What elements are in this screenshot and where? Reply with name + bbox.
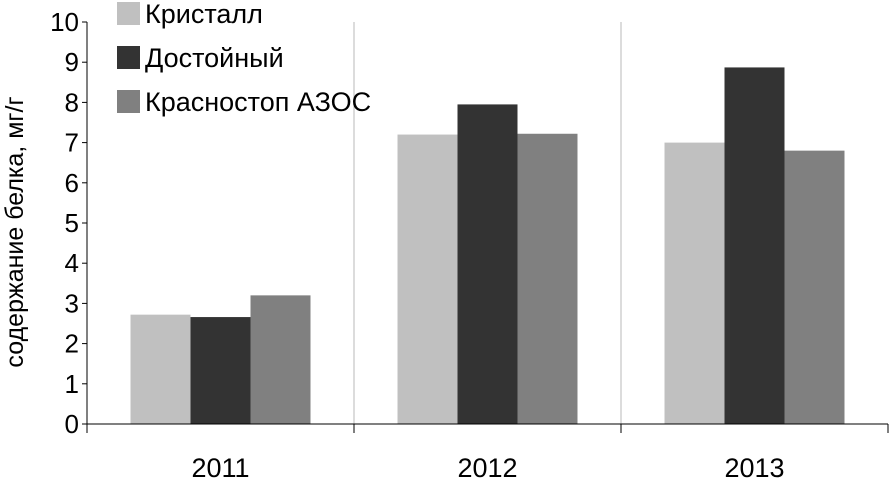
y-tick-label: 0 [65, 409, 79, 439]
y-axis-label: содержание белка, мг/г [1, 96, 29, 367]
legend-swatch [117, 46, 140, 69]
bar [130, 314, 191, 424]
x-category-labels: 2011 2012 2013 [191, 453, 784, 480]
bar [190, 317, 251, 424]
bar [784, 150, 845, 424]
y-tick-label: 10 [50, 7, 79, 37]
y-tick-label: 6 [65, 168, 79, 198]
y-tick-label: 9 [65, 47, 79, 77]
legend: Кристалл Достойный Красностоп АЗОС [117, 0, 371, 117]
bar [517, 133, 578, 425]
legend-label: Достойный [145, 43, 284, 73]
bar [457, 104, 518, 424]
y-tick-label: 4 [65, 248, 79, 278]
y-tick-label: 7 [65, 128, 79, 158]
y-tick-labels: 0 1 2 3 4 5 6 7 8 9 10 [50, 7, 79, 439]
legend-swatch [117, 90, 140, 113]
y-tick-label: 5 [65, 208, 79, 238]
bars-group [130, 67, 845, 425]
legend-label: Красностоп АЗОС [145, 87, 371, 117]
x-category-label: 2012 [457, 453, 517, 480]
y-tick-label: 1 [65, 369, 79, 399]
category-gridlines [353, 22, 622, 424]
y-tick-label: 3 [65, 288, 79, 318]
legend-swatch [117, 2, 140, 25]
y-tick-label: 8 [65, 87, 79, 117]
bar [397, 134, 458, 424]
y-tick-label: 2 [65, 329, 79, 359]
x-category-label: 2011 [191, 453, 249, 480]
axes-group [82, 21, 889, 433]
bar [250, 295, 311, 424]
bar [664, 142, 725, 424]
x-category-label: 2013 [724, 453, 784, 480]
legend-label: Кристалл [145, 0, 263, 29]
bar [724, 67, 785, 425]
